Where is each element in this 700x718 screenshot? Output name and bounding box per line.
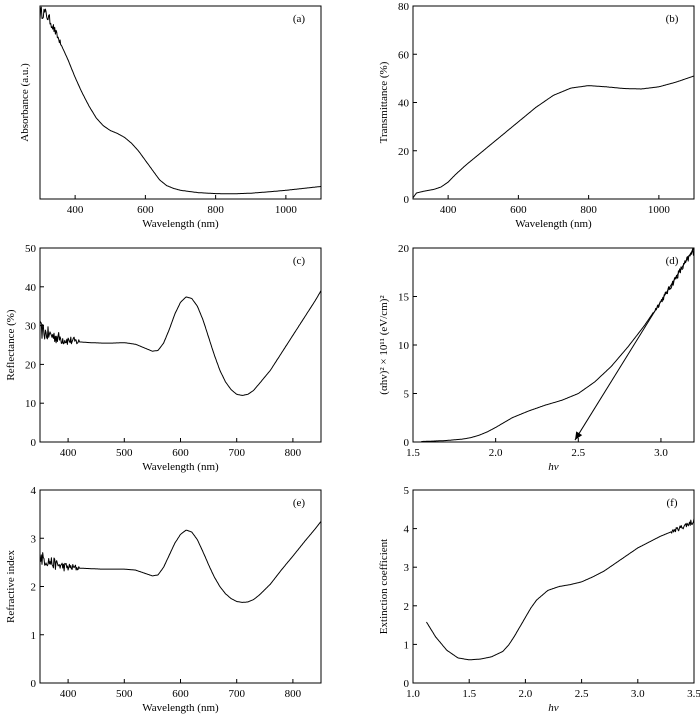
y-tick-label: 80 <box>398 1 410 13</box>
y-tick-label: 0 <box>31 678 37 690</box>
y-axis-label: Reflectance (%) <box>5 309 17 380</box>
y-tick-label: 2 <box>404 601 410 613</box>
y-tick-label: 1 <box>31 630 37 642</box>
y-axis-label: Extinction coefficient <box>378 539 390 634</box>
y-axis-label: Transmittance (%) <box>378 61 390 143</box>
y-tick-label: 20 <box>25 359 37 371</box>
panel-letter: (b) <box>666 13 679 25</box>
x-tick-label: 700 <box>228 447 245 459</box>
x-tick-label: 400 <box>60 688 77 700</box>
x-tick-label: 1.5 <box>406 447 420 459</box>
y-tick-label: 4 <box>404 524 410 536</box>
y-axis-label: (αhv)² × 10¹¹ (eV/cm)² <box>378 295 390 395</box>
x-tick-label: 1000 <box>648 204 671 216</box>
series-line <box>412 75 695 199</box>
x-tick-label: 600 <box>510 204 527 216</box>
x-tick-label: 2.0 <box>519 688 533 700</box>
x-axis-label: Wavelength (nm) <box>142 702 219 714</box>
plot-frame <box>412 5 695 200</box>
x-tick-label: 400 <box>440 204 457 216</box>
series-line <box>39 521 322 603</box>
x-tick-label: 800 <box>285 688 302 700</box>
x-tick-label: 2.5 <box>575 688 589 700</box>
y-tick-label: 1 <box>404 639 410 651</box>
panel-letter: (f) <box>667 497 678 509</box>
y-tick-label: 5 <box>404 389 410 401</box>
panel-letter: (a) <box>293 13 306 25</box>
y-tick-label: 10 <box>25 398 37 410</box>
x-tick-label: 1.5 <box>462 688 476 700</box>
y-tick-label: 20 <box>398 146 410 158</box>
y-tick-label: 2 <box>31 582 37 594</box>
y-tick-label: 0 <box>404 194 410 206</box>
series-line <box>39 6 321 195</box>
x-tick-label: 2.5 <box>571 447 585 459</box>
x-axis-label: hv <box>548 702 559 714</box>
y-tick-label: 40 <box>398 98 410 110</box>
x-tick-label: 600 <box>172 688 189 700</box>
y-tick-label: 0 <box>404 437 410 449</box>
x-tick-label: 500 <box>116 688 133 700</box>
x-tick-label: 2.0 <box>489 447 503 459</box>
x-tick-label: 800 <box>207 204 224 216</box>
y-tick-label: 0 <box>31 437 37 449</box>
x-tick-label: 1000 <box>275 204 298 216</box>
chart-panel-f: 1.0 1.5 2.0 2.5 3.0 3.5 0 1 2 3 4 5 hv Extinction coe… <box>378 485 700 714</box>
tangent-arrow-head <box>574 431 583 441</box>
y-tick-label: 0 <box>404 678 410 690</box>
y-tick-label: 5 <box>404 485 410 497</box>
x-tick-label: 600 <box>172 447 189 459</box>
y-tick-label: 4 <box>31 485 37 497</box>
x-tick-label: 1.0 <box>406 688 420 700</box>
chart-panel-c: 400 500 600 700 800 0 10 20 30 40 50 Wavelength (nm… <box>5 243 322 473</box>
plot-frame <box>39 489 322 684</box>
y-tick-label: 20 <box>398 243 410 255</box>
panel-letter: (c) <box>293 255 306 267</box>
series-line <box>426 518 695 661</box>
tangent-arrow-line <box>574 247 695 441</box>
x-tick-label: 600 <box>137 204 154 216</box>
y-tick-label: 15 <box>398 292 410 304</box>
panel-letter: (e) <box>293 497 306 509</box>
y-axis-label: Absorbance (a.u.) <box>19 63 31 142</box>
y-axis-label: Refractive index <box>5 550 17 623</box>
x-axis-label: Wavelength (nm) <box>142 461 219 473</box>
y-tick-label: 60 <box>398 49 410 61</box>
chart-panel-e: 400 500 600 700 800 0 1 2 3 4 Wavelength (nm) Refra… <box>5 485 322 714</box>
panel-letter: (d) <box>666 255 679 267</box>
x-tick-label: 800 <box>580 204 597 216</box>
x-tick-label: 500 <box>116 447 133 459</box>
chart-panel-a: 400 600 800 1000 Wavelength (nm) Absorbance (… <box>19 5 322 230</box>
plot-frame <box>39 247 322 443</box>
x-tick-label: 400 <box>60 447 77 459</box>
chart-panel-d: 1.5 2.0 2.5 3.0 0 5 10 15 20 hv (αhv)² × 10¹¹ (eV/… <box>378 243 695 473</box>
x-tick-label: 3.0 <box>654 447 668 459</box>
plot-frame <box>412 247 695 443</box>
x-tick-label: 3.5 <box>687 688 700 700</box>
x-axis-label: hv <box>548 461 559 473</box>
x-tick-label: 700 <box>228 688 245 700</box>
x-axis-label: Wavelength (nm) <box>142 218 219 230</box>
x-tick-label: 800 <box>285 447 302 459</box>
chart-panel-b: 400 600 800 1000 0 20 40 60 80 Wavelength (nm) Tra… <box>378 1 695 230</box>
x-tick-label: 3.0 <box>631 688 645 700</box>
y-tick-label: 50 <box>25 243 37 255</box>
plot-frame <box>412 489 695 684</box>
series-line <box>421 248 695 442</box>
x-axis-label: Wavelength (nm) <box>515 218 592 230</box>
plot-frame <box>39 5 322 200</box>
y-tick-label: 40 <box>25 282 37 294</box>
y-tick-label: 3 <box>31 533 37 545</box>
y-tick-label: 3 <box>404 562 410 574</box>
x-tick-label: 400 <box>67 204 84 216</box>
series-line <box>39 290 322 396</box>
y-tick-label: 10 <box>398 340 410 352</box>
y-tick-label: 30 <box>25 321 37 333</box>
